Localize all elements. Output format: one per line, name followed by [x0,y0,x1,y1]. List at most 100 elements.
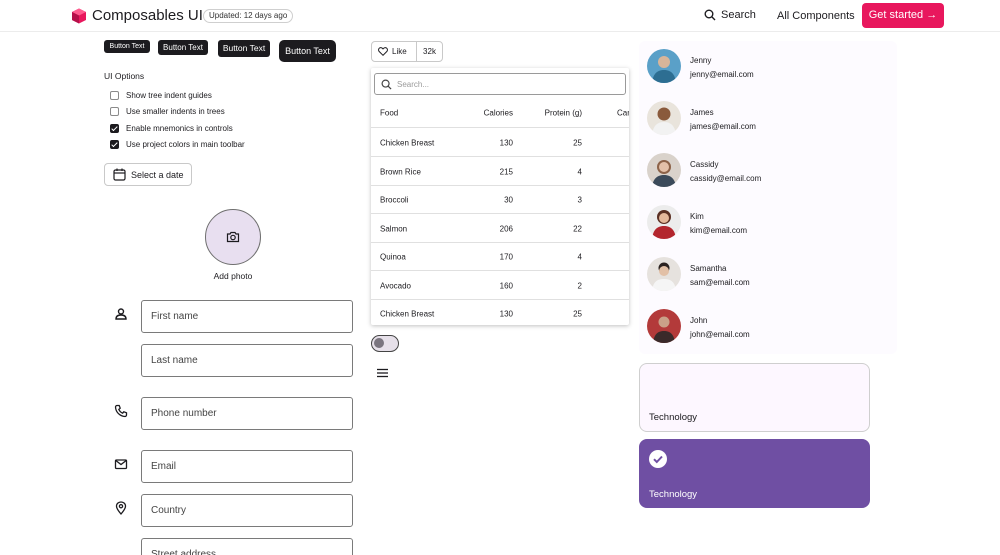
ui-options-title: UI Options [104,71,145,81]
add-photo-button[interactable] [205,209,261,265]
contact-name: Jenny [690,56,712,65]
cell-calories: 130 [499,309,513,319]
cell-calories: 30 [504,195,513,204]
option-mnemonics[interactable]: Enable mnemonics in controls [110,124,233,133]
cell-food: Chicken Breast [380,309,435,319]
option-tree-indent-guides[interactable]: Show tree indent guides [110,91,212,100]
contact-name: Kim [690,212,704,221]
header-carbs[interactable]: Carbs [617,108,629,117]
phone-number-field[interactable]: Phone number [141,397,353,430]
cell-food: Salmon [380,224,408,233]
contact-email: kim@email.com [690,226,748,235]
food-table-card: Search... Food Calories Protein (g) Carb… [371,68,629,325]
cell-food: Chicken Breast [380,138,435,147]
category-label: Technology [649,489,698,500]
contact-email: jenny@email.com [690,70,754,79]
phone-icon [114,404,128,418]
cell-protein: 25 [573,138,582,147]
contact-email: james@email.com [690,122,756,131]
cell-food: Avocado [380,281,411,290]
header-calories[interactable]: Calories [483,108,513,117]
option-label: Enable mnemonics in controls [126,124,233,133]
checkbox-checked[interactable] [110,124,119,133]
cell-food: Brown Rice [380,167,421,176]
table-row[interactable]: Salmon 206 22 [371,215,629,243]
button-text-medium[interactable]: Button Text [218,40,270,57]
search-nav-button[interactable]: Search [704,9,756,21]
option-smaller-indents[interactable]: Use smaller indents in trees [110,107,225,116]
header-food[interactable]: Food [380,108,399,117]
get-started-button[interactable]: Get started → [862,3,944,28]
menu-icon[interactable] [377,368,388,378]
table-row[interactable]: Chicken Breast 130 25 [371,129,629,157]
contact-email: cassidy@email.com [690,174,762,183]
contacts-list: Jenny jenny@email.com James james@email.… [639,41,897,354]
category-card-technology-selected[interactable]: Technology [639,439,870,508]
avatar [647,257,681,291]
table-row[interactable]: Quinoa 170 4 [371,243,629,271]
checkbox[interactable] [110,91,119,100]
email-field[interactable]: Email [141,450,353,483]
cell-calories: 215 [499,167,513,176]
like-button[interactable]: Like 32k [371,41,443,62]
first-name-field[interactable]: First name [141,300,353,333]
option-project-colors[interactable]: Use project colors in main toolbar [110,140,245,149]
heart-icon [378,47,388,56]
updated-badge: Updated: 12 days ago [203,9,294,23]
table-row[interactable]: Brown Rice 215 4 [371,158,629,186]
country-field[interactable]: Country [141,494,353,527]
top-header: Composables UI Updated: 12 days ago Sear… [0,0,1000,32]
location-pin-icon [115,501,127,515]
contact-name: James [690,108,714,117]
button-text-large[interactable]: Button Text [279,40,336,62]
cell-protein: 25 [573,309,582,319]
all-components-link[interactable]: All Components [777,10,855,22]
table-search-placeholder: Search... [397,79,430,89]
cell-calories: 170 [499,252,513,261]
header-protein[interactable]: Protein (g) [544,108,582,117]
contact-name: Samantha [690,264,727,273]
contact-item[interactable]: James james@email.com [647,101,887,141]
checkbox-checked[interactable] [110,140,119,149]
contact-item[interactable]: Cassidy cassidy@email.com [647,153,887,193]
table-row[interactable]: Avocado 160 2 [371,272,629,300]
cell-protein: 4 [577,167,582,176]
contact-item[interactable]: Samantha sam@email.com [647,257,887,297]
contact-email: john@email.com [690,330,750,339]
category-label: Technology [649,412,698,423]
avatar [647,101,681,135]
cell-protein: 4 [577,252,582,261]
like-toggle[interactable]: Like [372,42,417,61]
cell-food: Quinoa [380,252,406,261]
avatar [647,153,681,187]
table-header: Food Calories Protein (g) Carbs [371,98,629,128]
select-date-button[interactable]: Select a date [104,163,192,186]
add-photo-label: Add photo [213,271,253,281]
last-name-field[interactable]: Last name [141,344,353,377]
contact-item[interactable]: John john@email.com [647,309,887,349]
button-text-xsmall[interactable]: Button Text [104,40,150,53]
search-icon [704,9,716,21]
cell-protein: 2 [577,281,582,290]
checkbox[interactable] [110,107,119,116]
search-icon [381,79,392,90]
calendar-icon [113,168,126,181]
category-card-technology[interactable]: Technology [639,363,870,432]
cell-calories: 130 [499,138,513,147]
date-button-label: Select a date [131,169,184,180]
table-search-input[interactable]: Search... [374,73,626,95]
toggle-knob [374,338,384,348]
like-count: 32k [423,47,436,56]
brand-name[interactable]: Composables UI [92,7,203,24]
table-row[interactable]: Chicken Breast 130 25 [371,300,629,325]
contact-item[interactable]: Jenny jenny@email.com [647,49,887,89]
avatar [647,309,681,343]
contact-item[interactable]: Kim kim@email.com [647,205,887,245]
option-label: Show tree indent guides [126,91,212,100]
street-address-field[interactable]: Street address [141,538,353,555]
toggle-switch[interactable] [371,335,399,352]
cell-food: Broccoli [380,195,409,204]
table-row[interactable]: Broccoli 30 3 [371,186,629,214]
cell-protein: 3 [577,195,582,204]
button-text-small[interactable]: Button Text [158,40,208,55]
